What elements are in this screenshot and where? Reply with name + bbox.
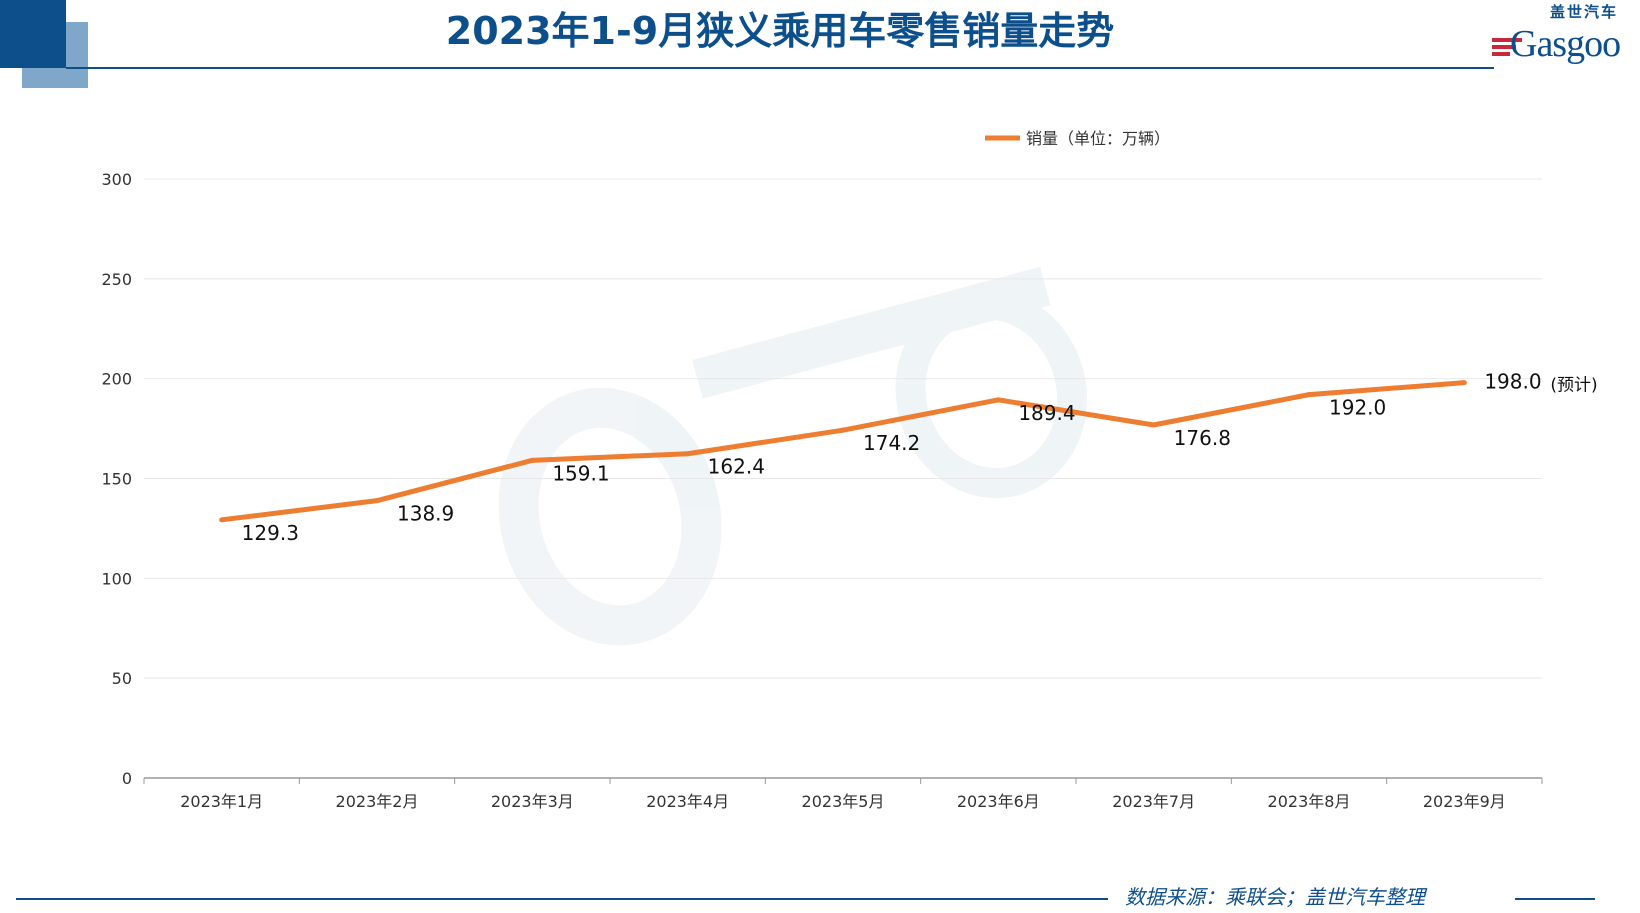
y-tick-label: 150 (101, 470, 132, 489)
y-tick-label: 50 (112, 669, 132, 688)
data-label: 198.0 (1484, 370, 1541, 394)
footer-divider-left (16, 898, 1108, 900)
estimate-annotation: (预计) (1550, 376, 1597, 396)
x-tick-label: 2023年3月 (491, 792, 574, 811)
data-label: 162.4 (708, 455, 765, 479)
x-tick-label: 2023年2月 (336, 792, 419, 811)
data-label: 129.3 (242, 521, 299, 545)
y-tick-label: 200 (101, 370, 132, 389)
x-tick-label: 2023年5月 (802, 792, 885, 811)
data-point (219, 517, 225, 523)
x-tick-label: 2023年9月 (1423, 792, 1506, 811)
x-tick-label: 2023年1月 (180, 792, 263, 811)
x-tick-label: 2023年6月 (957, 792, 1040, 811)
logo-cn-text: 盖世汽车 (1550, 3, 1619, 21)
x-tick-label: 2023年4月 (646, 792, 729, 811)
sales-line (221, 380, 1465, 523)
line-chart: 0 50 100 150 200 250 300 2023年1月 2023年2月 2023年3月… (101, 129, 1597, 811)
data-point (1461, 380, 1467, 386)
header-decoration-dark (0, 0, 66, 68)
data-label: 192.0 (1329, 396, 1386, 420)
data-point (840, 427, 846, 433)
data-label: 138.9 (397, 502, 454, 526)
data-label: 174.2 (863, 431, 920, 455)
header-divider (66, 67, 1494, 69)
legend: 销量（单位：万辆） (985, 129, 1170, 148)
data-label: 176.8 (1174, 426, 1231, 450)
x-tick-label: 2023年8月 (1268, 792, 1351, 811)
data-source: 数据来源：乘联会；盖世汽车整理 (1125, 885, 1425, 909)
x-tick-label: 2023年7月 (1112, 792, 1195, 811)
data-label: 159.1 (552, 461, 609, 485)
page-title: 2023年1-9月狭义乘用车零售销量走势 (445, 9, 1115, 53)
data-point (685, 451, 691, 457)
y-tick-label: 100 (101, 569, 132, 588)
logo-en-text: Gasgoo (1510, 23, 1621, 65)
y-tick-label: 300 (101, 170, 132, 189)
data-point (529, 457, 535, 463)
data-point (1306, 392, 1312, 398)
footer-divider-right (1515, 898, 1595, 900)
data-point (374, 498, 380, 504)
data-label: 189.4 (1018, 401, 1075, 425)
data-point (1151, 422, 1157, 428)
y-tick-label: 250 (101, 270, 132, 289)
gasgoo-logo: 盖世汽车 Gasgoo (1490, 4, 1640, 70)
y-tick-label: 0 (122, 769, 132, 788)
data-point (995, 397, 1001, 403)
legend-label: 销量（单位：万辆） (1026, 129, 1170, 148)
